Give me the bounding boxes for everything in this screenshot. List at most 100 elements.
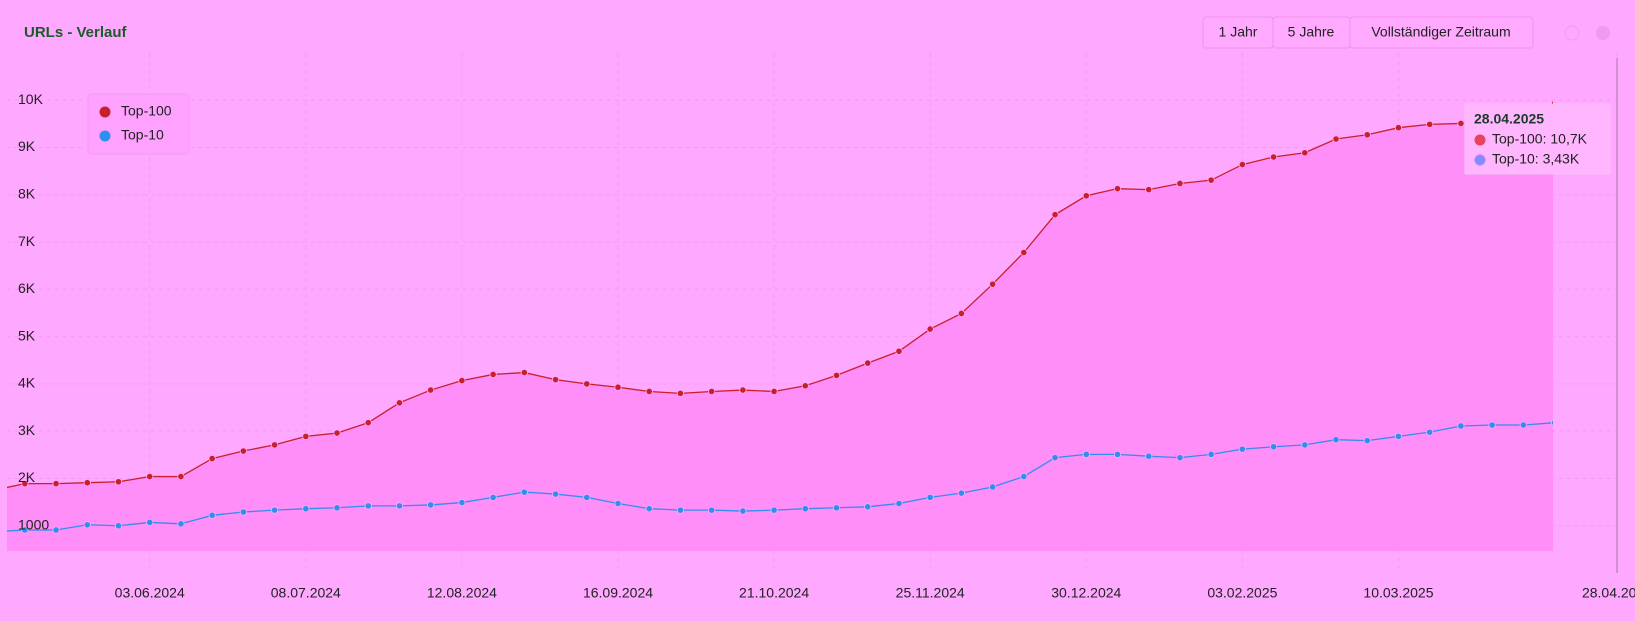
point — [770, 387, 778, 396]
point — [1269, 153, 1278, 161]
point — [489, 370, 497, 379]
point — [614, 383, 622, 391]
x-tick-label: 12.08.2024 — [427, 585, 497, 601]
point — [146, 518, 154, 527]
point — [551, 376, 560, 384]
y-tick-label: 2K — [18, 469, 36, 485]
point — [1176, 179, 1184, 188]
point — [520, 488, 528, 496]
y-tick-label: 7K — [18, 233, 36, 249]
point — [1332, 436, 1340, 444]
point — [1363, 437, 1371, 445]
point — [1176, 454, 1184, 462]
point — [583, 380, 591, 388]
y-tick-label: 3K — [18, 422, 36, 438]
point — [21, 526, 29, 534]
point — [1426, 120, 1434, 128]
point — [364, 419, 372, 427]
point — [1207, 450, 1215, 458]
point — [614, 499, 622, 508]
x-tick-label: 21.10.2024 — [739, 585, 809, 601]
point — [1082, 192, 1090, 200]
y-tick-label: 9K — [18, 138, 36, 154]
button[interactable] — [1349, 16, 1534, 49]
button-label[interactable]: Vollständiger Zeitraum — [1371, 24, 1510, 40]
point — [957, 489, 966, 497]
point — [177, 472, 185, 481]
point — [1583, 414, 1589, 420]
point — [739, 507, 747, 515]
y-tick-label: 8K — [18, 186, 36, 202]
point — [146, 472, 154, 481]
point — [1145, 452, 1153, 460]
point — [1332, 135, 1340, 143]
point — [1301, 149, 1309, 157]
tooltip-swatch — [1474, 154, 1486, 166]
settings-icon[interactable] — [1596, 26, 1610, 40]
x-tick-label: 16.09.2024 — [583, 585, 653, 601]
x-tick-label: 10.03.2025 — [1363, 585, 1433, 601]
x-tick-label: 08.07.2024 — [271, 585, 341, 601]
tooltip-box — [1464, 103, 1611, 175]
point — [1145, 186, 1153, 194]
point — [364, 502, 372, 510]
point — [708, 387, 716, 396]
point — [208, 511, 216, 519]
point — [895, 499, 903, 508]
point — [989, 280, 997, 288]
point — [239, 447, 247, 455]
point — [676, 506, 685, 514]
button-label[interactable]: 1 Jahr — [1219, 24, 1258, 40]
point — [583, 493, 591, 501]
x-tick-label: 28.04.2025 — [1582, 585, 1635, 601]
point — [895, 347, 903, 355]
y-tick-label: 6K — [18, 280, 36, 296]
point — [21, 480, 29, 488]
point — [770, 506, 778, 514]
point — [801, 505, 809, 513]
point — [739, 386, 747, 394]
button-label[interactable]: 5 Jahre — [1288, 24, 1335, 40]
point — [83, 479, 91, 487]
help-icon[interactable] — [1564, 25, 1580, 41]
point — [395, 399, 404, 407]
point — [489, 493, 497, 501]
point — [1207, 176, 1215, 184]
point — [832, 371, 841, 379]
point — [1363, 131, 1371, 139]
point — [1238, 445, 1246, 453]
x-tick-label: 03.06.2024 — [115, 585, 185, 601]
y-tick-label: 5K — [18, 327, 36, 343]
point — [989, 483, 997, 491]
point — [83, 521, 91, 529]
point — [1457, 119, 1465, 128]
point — [239, 508, 247, 516]
point — [1426, 428, 1434, 436]
point — [1269, 443, 1278, 451]
x-tick-label: 25.11.2024 — [896, 585, 965, 601]
point — [801, 382, 809, 390]
point — [270, 441, 279, 449]
point — [1238, 160, 1246, 169]
point — [52, 526, 60, 534]
tooltip-line: Top-10: 3,43K — [1492, 151, 1580, 167]
point — [1550, 419, 1553, 426]
point — [1051, 211, 1059, 219]
point — [1301, 441, 1309, 449]
point — [177, 520, 185, 528]
point — [208, 454, 216, 463]
point — [520, 368, 528, 377]
point — [458, 498, 466, 507]
range-buttons: 1 Jahr 5 Jahre Vollständiger Zeitraum — [1202, 16, 1534, 49]
point — [1488, 421, 1496, 429]
point — [957, 309, 966, 318]
y-tick-label: 4K — [18, 375, 36, 391]
point — [864, 503, 872, 511]
point — [1583, 80, 1589, 86]
point — [302, 432, 310, 440]
point — [1394, 124, 1403, 132]
point — [708, 506, 716, 514]
x-tick-label: 30.12.2024 — [1051, 585, 1121, 601]
point — [114, 522, 123, 530]
